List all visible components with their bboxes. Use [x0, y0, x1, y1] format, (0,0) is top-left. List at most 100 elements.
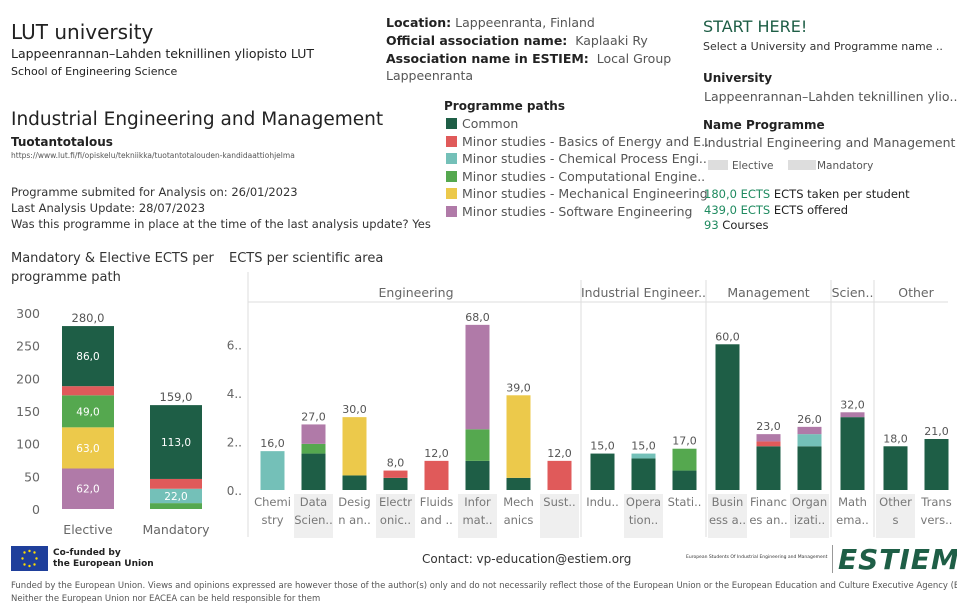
- bar-segment: [506, 395, 531, 478]
- start-here-title: START HERE!: [703, 17, 808, 36]
- x-label-bg: [708, 494, 747, 538]
- disclaimer-line-2: Neither the European Union nor EACEA can…: [11, 594, 321, 604]
- y-tick-label: 300: [16, 306, 40, 321]
- x-tick-label-2: n an..: [338, 513, 371, 527]
- x-label-bg: [376, 494, 415, 538]
- disclaimer-line-1: Funded by the European Union. Views and …: [11, 581, 957, 591]
- university-title: LUT university: [11, 20, 154, 44]
- x-tick-label-2: and ..: [420, 513, 453, 527]
- bar-segment: [672, 470, 697, 490]
- bar-total-label: 12,0: [547, 447, 572, 460]
- path-legend-swatch: [446, 135, 457, 147]
- y-tick-label: 4..: [227, 387, 242, 401]
- bar-total-label: 30,0: [342, 403, 367, 416]
- path-legend-item[interactable]: Minor studies - Software Engineering: [446, 204, 692, 219]
- y-tick-label: 100: [16, 437, 40, 452]
- path-legend-swatch: [446, 153, 457, 164]
- ects-offered-stat: 439,0 ECTS ECTS offered: [704, 203, 849, 217]
- path-legend-item[interactable]: Minor studies - Mechanical Engineering: [446, 186, 708, 201]
- bar-total-label: 159,0: [160, 390, 193, 404]
- x-tick-label: Financ: [750, 495, 787, 509]
- x-tick-label: Sust..: [543, 495, 575, 509]
- programme-local-name: Tuotantotalous: [11, 135, 113, 149]
- right-chart-title: ECTS per scientific area: [229, 251, 384, 266]
- y-tick-label: 0: [32, 502, 40, 517]
- x-tick-label: Data: [300, 495, 327, 509]
- bar-total-label: 17,0: [672, 435, 697, 448]
- eu-cofunded-text: Co-funded by the European Union: [53, 548, 154, 569]
- path-legend-label: Minor studies - Mechanical Engineering: [462, 186, 708, 201]
- bar-segment: [631, 453, 656, 459]
- x-label-bg: [624, 494, 663, 538]
- bar-total-label: 8,0: [387, 457, 405, 470]
- x-tick-label: Electr: [379, 495, 412, 509]
- bar-total-label: 60,0: [715, 330, 740, 343]
- y-tick-label: 150: [16, 404, 40, 419]
- bar-segment: [301, 424, 326, 444]
- eu-flag-logo: [11, 546, 48, 571]
- path-legend-item[interactable]: Minor studies - Basics of Energy and E..: [446, 134, 709, 149]
- legend-mandatory[interactable]: Mandatory: [788, 160, 873, 172]
- courses-stat: 93 Courses: [704, 218, 769, 232]
- bar-total-label: 18,0: [883, 432, 908, 445]
- x-tick-label: Desig: [338, 495, 370, 509]
- bar-segment: [150, 405, 202, 479]
- bar-segment: [756, 434, 781, 442]
- x-tick-label: Mandatory: [142, 522, 210, 537]
- bar-segment: [797, 434, 822, 447]
- path-legend-item[interactable]: Minor studies - Computational Engine..: [446, 169, 705, 184]
- programme-title: Industrial Engineering and Management: [11, 109, 384, 130]
- x-label-bg: [876, 494, 915, 538]
- last-update-date: Last Analysis Update: 28/07/2023: [11, 201, 206, 215]
- university-filter-select[interactable]: Lappeenrannan–Lahden teknillinen yliо..: [704, 89, 957, 104]
- legend-mandatory-swatch: [788, 160, 816, 170]
- university-local-name: Lappeenrannan–Lahden teknillinen yliopis…: [11, 46, 315, 61]
- bar-segment: [506, 477, 531, 490]
- bar-total-label: 23,0: [756, 420, 781, 433]
- bar-segment: [883, 446, 908, 490]
- y-tick-label: 200: [16, 371, 40, 386]
- programme-url[interactable]: https://www.lut.fi/fi/opiskelu/tekniikka…: [11, 151, 295, 160]
- segment-label: 22,0: [164, 491, 187, 503]
- estiem-logo: ESTIEM: [838, 543, 957, 576]
- start-here-subtitle: Select a University and Programme name .…: [703, 40, 943, 53]
- bar-segment: [342, 417, 367, 476]
- bar-segment: [715, 344, 740, 490]
- bar-total-label: 12,0: [424, 447, 449, 460]
- school-name: School of Engineering Science: [11, 65, 178, 78]
- bar-segment: [756, 441, 781, 447]
- bar-total-label: 21,0: [924, 425, 949, 438]
- path-legend-item[interactable]: Minor studies - Chemical Process Engi..: [446, 151, 707, 166]
- x-tick-label-2: izati..: [794, 513, 825, 527]
- programme-filter-select[interactable]: Industrial Engineering and Management: [704, 135, 956, 150]
- segment-label: 86,0: [76, 351, 99, 363]
- bar-segment: [62, 395, 114, 428]
- legend-elective[interactable]: Elective: [708, 160, 774, 172]
- y-tick-label: 50: [24, 469, 40, 484]
- bar-segment: [424, 460, 449, 490]
- bar-segment: [342, 475, 367, 490]
- x-tick-label: Trans: [920, 495, 951, 509]
- bar-segment: [672, 448, 697, 471]
- x-tick-label-2: ess a..: [709, 513, 746, 527]
- x-tick-label: Organ: [792, 495, 827, 509]
- bar-total-label: 15,0: [590, 440, 615, 453]
- estiem-name-row: Association name in ESTIEM: Local Group: [386, 51, 672, 66]
- bar-total-label: 27,0: [301, 410, 326, 423]
- bar-total-label: 32,0: [840, 398, 865, 411]
- x-label-bg: [790, 494, 829, 538]
- x-tick-label: Indu..: [586, 495, 619, 509]
- path-legend-item[interactable]: Common: [446, 116, 518, 131]
- contact-email[interactable]: Contact: vp-education@estiem.org: [422, 552, 632, 566]
- ects-per-area-chart: 0.. 2.. 4.. 6.. Engineering Industrial Engine…: [227, 272, 952, 538]
- bar-total-label: 280,0: [72, 311, 105, 325]
- x-tick-label-2: tion..: [629, 513, 658, 527]
- bar-total-label: 26,0: [797, 413, 822, 426]
- x-tick-label: Infor: [464, 495, 491, 509]
- bar-segment: [631, 458, 656, 490]
- path-legend-swatch: [446, 205, 457, 217]
- group-header-label: Other: [898, 285, 934, 300]
- bar-segment: [383, 477, 408, 490]
- bar-segment: [301, 443, 326, 454]
- x-tick-label-2: onic..: [380, 513, 411, 527]
